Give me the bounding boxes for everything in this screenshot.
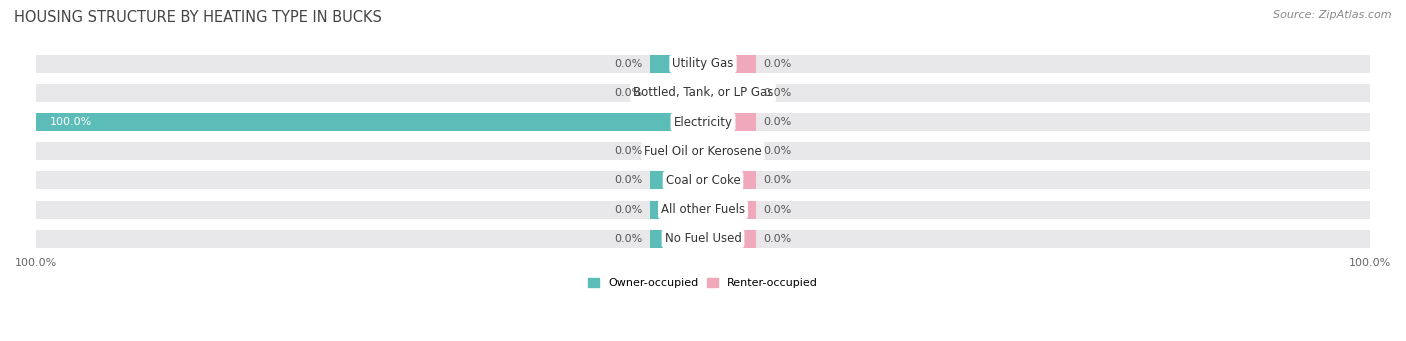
Bar	[37, 84, 703, 102]
Bar	[650, 230, 703, 248]
Bar	[703, 113, 756, 131]
Text: No Fuel Used: No Fuel Used	[665, 232, 741, 245]
Bar	[703, 84, 756, 102]
Bar	[650, 55, 703, 73]
Bar	[650, 84, 703, 102]
Bar	[37, 142, 703, 160]
Text: 0.0%: 0.0%	[614, 234, 643, 244]
Bar	[37, 55, 703, 73]
Text: 0.0%: 0.0%	[763, 175, 792, 186]
Bar	[703, 201, 1369, 219]
Text: Utility Gas: Utility Gas	[672, 57, 734, 70]
Text: 0.0%: 0.0%	[614, 175, 643, 186]
Text: 0.0%: 0.0%	[614, 146, 643, 156]
Legend: Owner-occupied, Renter-occupied: Owner-occupied, Renter-occupied	[583, 273, 823, 293]
Text: Source: ZipAtlas.com: Source: ZipAtlas.com	[1274, 10, 1392, 20]
Text: 100.0%: 100.0%	[49, 117, 91, 127]
Bar	[37, 113, 703, 131]
Bar	[703, 230, 756, 248]
Text: 0.0%: 0.0%	[763, 117, 792, 127]
Bar	[650, 142, 703, 160]
Text: Electricity: Electricity	[673, 116, 733, 129]
Text: Bottled, Tank, or LP Gas: Bottled, Tank, or LP Gas	[633, 86, 773, 99]
Text: 0.0%: 0.0%	[763, 205, 792, 214]
Bar	[703, 201, 756, 219]
Bar	[37, 113, 703, 131]
Bar	[650, 201, 703, 219]
Bar	[703, 142, 756, 160]
Bar	[703, 84, 1369, 102]
Bar	[37, 201, 703, 219]
Text: 0.0%: 0.0%	[763, 88, 792, 98]
Bar	[703, 113, 1369, 131]
Text: Fuel Oil or Kerosene: Fuel Oil or Kerosene	[644, 145, 762, 158]
Text: 0.0%: 0.0%	[763, 234, 792, 244]
Text: 0.0%: 0.0%	[614, 88, 643, 98]
Text: 0.0%: 0.0%	[763, 59, 792, 69]
Bar	[703, 55, 756, 73]
Text: All other Fuels: All other Fuels	[661, 203, 745, 216]
Bar	[703, 142, 1369, 160]
Text: 0.0%: 0.0%	[614, 59, 643, 69]
Text: 0.0%: 0.0%	[763, 146, 792, 156]
Bar	[650, 171, 703, 190]
Bar	[703, 55, 1369, 73]
Text: 0.0%: 0.0%	[614, 205, 643, 214]
Bar	[703, 171, 1369, 190]
Text: Coal or Coke: Coal or Coke	[665, 174, 741, 187]
Bar	[703, 171, 756, 190]
Bar	[37, 171, 703, 190]
Text: HOUSING STRUCTURE BY HEATING TYPE IN BUCKS: HOUSING STRUCTURE BY HEATING TYPE IN BUC…	[14, 10, 382, 25]
Bar	[37, 230, 703, 248]
Bar	[703, 230, 1369, 248]
